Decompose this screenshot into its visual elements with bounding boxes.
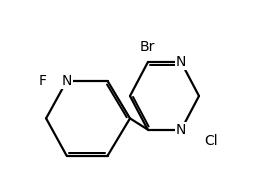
Text: N: N: [176, 55, 186, 70]
Text: Cl: Cl: [205, 134, 218, 148]
Text: F: F: [39, 74, 47, 88]
Text: N: N: [61, 74, 72, 88]
Text: Br: Br: [140, 40, 155, 54]
Text: N: N: [176, 122, 186, 137]
